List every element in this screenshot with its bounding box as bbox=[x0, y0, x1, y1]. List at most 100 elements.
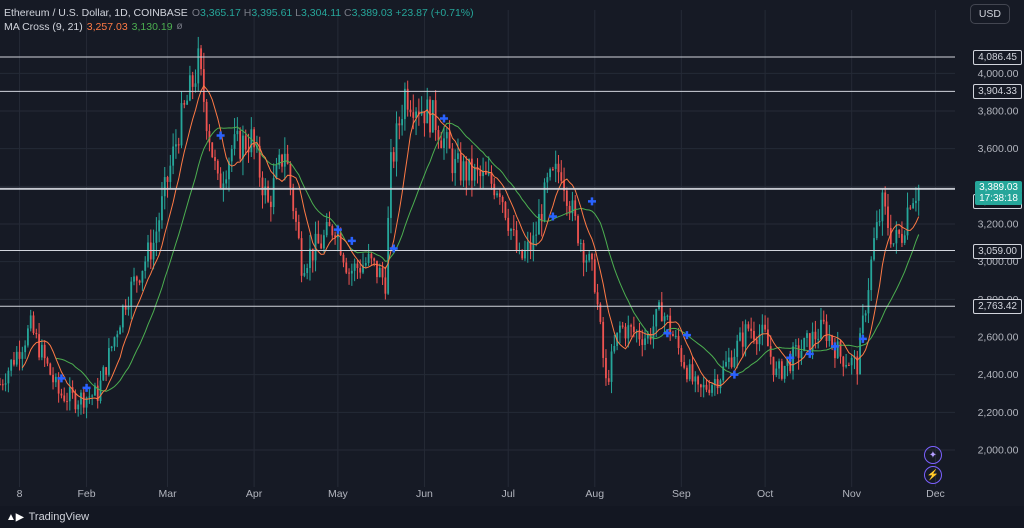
x-tick-label: May bbox=[328, 488, 349, 500]
candle-body bbox=[236, 130, 239, 135]
candle-body bbox=[903, 235, 906, 243]
candle-body bbox=[878, 221, 881, 223]
candle-body bbox=[163, 177, 166, 197]
candle-body bbox=[440, 140, 443, 148]
candle-body bbox=[747, 324, 750, 329]
candle-body bbox=[370, 253, 373, 259]
candle-body bbox=[610, 351, 613, 382]
candle-body bbox=[364, 263, 367, 266]
candle-body bbox=[733, 356, 736, 367]
candle-body bbox=[85, 397, 88, 408]
candle-body bbox=[780, 361, 783, 379]
candle-body bbox=[856, 356, 859, 375]
candle-body bbox=[415, 111, 417, 118]
x-axis[interactable]: 8 Feb Mar Apr May Jun Jul Aug Sep Oct Nov Dec bbox=[17, 488, 945, 500]
candle-body bbox=[4, 383, 7, 385]
tv-logo-icon[interactable]: ▲▶ bbox=[6, 511, 24, 523]
candle-body bbox=[311, 248, 314, 261]
indicator-name[interactable]: MA Cross (9, 21) bbox=[4, 21, 83, 33]
candle-body bbox=[761, 324, 764, 335]
candle-body bbox=[253, 129, 256, 148]
candle-body bbox=[688, 364, 691, 380]
candle-body bbox=[320, 243, 323, 249]
candle-body bbox=[429, 99, 431, 133]
candle-body bbox=[496, 193, 498, 196]
ma-slow-value: 3,130.19 bbox=[131, 21, 173, 33]
candle-body bbox=[917, 187, 920, 201]
candle-body bbox=[563, 180, 565, 191]
candle-body bbox=[300, 238, 303, 276]
candle-body bbox=[451, 148, 454, 174]
candle-body bbox=[490, 172, 493, 184]
candle-body bbox=[579, 243, 582, 245]
candle-body bbox=[390, 152, 392, 218]
candle-body bbox=[912, 203, 915, 209]
cross-marker bbox=[347, 236, 356, 245]
candle-body bbox=[66, 401, 68, 403]
cross-marker bbox=[548, 212, 557, 221]
cross-marker bbox=[830, 342, 839, 351]
cross-marker bbox=[439, 114, 448, 123]
candle-body bbox=[825, 321, 828, 342]
open-key: O bbox=[191, 7, 200, 19]
price-label: 3,389.03 bbox=[975, 181, 1022, 195]
currency-button[interactable]: USD bbox=[969, 4, 1010, 24]
cross-marker bbox=[216, 131, 225, 140]
candle-body bbox=[172, 146, 175, 166]
y-tick-label: 4,000.00 bbox=[978, 68, 1019, 80]
candle-body bbox=[568, 205, 571, 214]
candle-body bbox=[387, 217, 390, 294]
candle-body bbox=[54, 376, 57, 383]
candle-body bbox=[482, 171, 484, 177]
candle-body bbox=[40, 344, 43, 358]
candle-body bbox=[247, 149, 250, 153]
candle-body bbox=[309, 248, 311, 269]
x-tick-label: Nov bbox=[842, 488, 861, 500]
candle-body bbox=[473, 167, 476, 181]
candle-body bbox=[722, 366, 725, 381]
candle-body bbox=[281, 154, 283, 167]
x-tick-label: Mar bbox=[158, 488, 177, 500]
visibility-icon[interactable]: ø bbox=[176, 21, 183, 32]
candle-body bbox=[431, 100, 434, 133]
candle-body bbox=[479, 170, 482, 177]
moving-average-lines bbox=[21, 85, 920, 400]
cross-marker bbox=[682, 331, 691, 340]
candle-body bbox=[342, 254, 345, 263]
candle-body bbox=[362, 265, 364, 273]
brand-label[interactable]: TradingView bbox=[28, 511, 90, 523]
horizontal-levels[interactable] bbox=[0, 56, 955, 307]
y-axis[interactable]: 2,000.002,200.002,400.002,600.002,800.00… bbox=[978, 68, 1019, 457]
candle-body bbox=[303, 273, 306, 276]
candle-body bbox=[786, 358, 789, 366]
candle-body bbox=[437, 130, 440, 141]
candle-body bbox=[753, 330, 755, 340]
lightning-icon[interactable]: ⚡ bbox=[924, 466, 942, 484]
candle-body bbox=[454, 158, 457, 174]
candle-body bbox=[554, 163, 557, 170]
candle-body bbox=[46, 358, 49, 364]
sparkle-icon[interactable]: ✦ bbox=[924, 446, 942, 464]
candle-body bbox=[839, 341, 842, 357]
candle-body bbox=[602, 321, 605, 358]
candle-body bbox=[214, 157, 216, 161]
candle-body bbox=[727, 357, 730, 362]
candle-body bbox=[713, 379, 716, 386]
candle-body bbox=[110, 346, 113, 349]
candle-body bbox=[417, 111, 420, 115]
candle-body bbox=[169, 165, 172, 182]
candle-body bbox=[52, 374, 54, 383]
candle-body bbox=[116, 334, 119, 338]
high-key: H bbox=[243, 7, 252, 19]
candle-body bbox=[842, 356, 845, 367]
candle-body bbox=[820, 319, 822, 339]
candle-body bbox=[183, 103, 186, 105]
candle-body bbox=[711, 385, 713, 393]
symbol-title[interactable]: Ethereum / U.S. Dollar, 1D, COINBASE bbox=[4, 7, 188, 19]
candle-body bbox=[529, 242, 532, 251]
y-tick-label: 2,200.00 bbox=[978, 407, 1019, 419]
candle-body bbox=[339, 232, 342, 255]
candle-body bbox=[716, 379, 719, 389]
candle-body bbox=[574, 200, 577, 217]
